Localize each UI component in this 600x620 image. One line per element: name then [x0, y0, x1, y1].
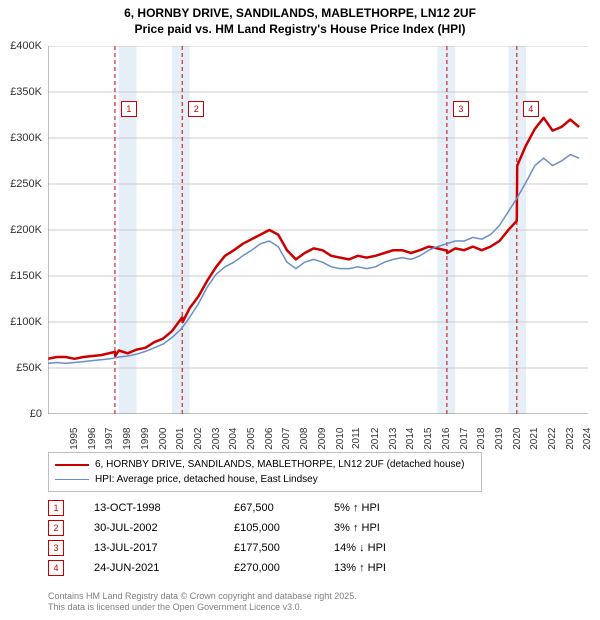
- transaction-price: £270,000: [234, 562, 334, 574]
- y-tick-label: £50K: [16, 362, 42, 374]
- x-tick-label: 2009: [317, 428, 328, 450]
- transaction-date: 30-JUL-2002: [94, 522, 234, 534]
- x-tick-label: 1995: [69, 428, 80, 450]
- x-tick-label: 2019: [494, 428, 505, 450]
- x-tick-label: 2024: [582, 428, 593, 450]
- transaction-marker: 4: [48, 560, 64, 576]
- transaction-pct: 3% ↑ HPI: [334, 522, 424, 534]
- title-line-2: Price paid vs. HM Land Registry's House …: [0, 22, 600, 38]
- transaction-row: 2 30-JUL-2002£105,0003% ↑ HPI: [48, 518, 568, 538]
- transaction-marker: 1: [48, 500, 64, 516]
- transaction-row: 1 13-OCT-1998£67,5005% ↑ HPI: [48, 498, 568, 518]
- y-tick-label: £150K: [10, 270, 42, 282]
- x-tick-label: 2004: [228, 428, 239, 450]
- x-tick-label: 2015: [423, 428, 434, 450]
- footer-line-2: This data is licensed under the Open Gov…: [48, 602, 357, 614]
- legend-item: 6, HORNBY DRIVE, SANDILANDS, MABLETHORPE…: [55, 457, 475, 472]
- footer-line-1: Contains HM Land Registry data © Crown c…: [48, 591, 357, 603]
- x-tick-label: 2021: [529, 428, 540, 450]
- plot-area: 1 2 3 4: [48, 46, 588, 414]
- transaction-price: £67,500: [234, 502, 334, 514]
- transaction-marker: 3: [48, 540, 64, 556]
- transaction-row: 4 24-JUN-2021£270,00013% ↑ HPI: [48, 558, 568, 578]
- y-tick-label: £350K: [10, 86, 42, 98]
- x-tick-label: 2010: [334, 428, 345, 450]
- footer-attribution: Contains HM Land Registry data © Crown c…: [48, 591, 357, 614]
- x-tick-label: 2012: [370, 428, 381, 450]
- chart-container: 6, HORNBY DRIVE, SANDILANDS, MABLETHORPE…: [0, 0, 600, 620]
- transaction-price: £105,000: [234, 522, 334, 534]
- x-tick-label: 2008: [299, 428, 310, 450]
- y-axis: £0£50K£100K£150K£200K£250K£300K£350K£400…: [0, 46, 46, 414]
- x-tick-label: 1996: [86, 428, 97, 450]
- x-tick-label: 2007: [281, 428, 292, 450]
- x-tick-label: 2018: [476, 428, 487, 450]
- chart-marker: 1: [121, 101, 137, 117]
- x-tick-label: 2006: [264, 428, 275, 450]
- transactions-table: 113-OCT-1998£67,5005% ↑ HPI230-JUL-2002£…: [48, 498, 568, 578]
- transaction-row: 3 13-JUL-2017£177,50014% ↓ HPI: [48, 538, 568, 558]
- x-tick-label: 2003: [210, 428, 221, 450]
- x-tick-label: 2000: [157, 428, 168, 450]
- chart-marker: 2: [188, 101, 204, 117]
- y-tick-label: £100K: [10, 316, 42, 328]
- legend: 6, HORNBY DRIVE, SANDILANDS, MABLETHORPE…: [48, 452, 482, 492]
- y-tick-label: £200K: [10, 224, 42, 236]
- y-tick-label: £400K: [10, 40, 42, 52]
- x-tick-label: 1999: [140, 428, 151, 450]
- x-tick-label: 2022: [547, 428, 558, 450]
- y-tick-label: £250K: [10, 178, 42, 190]
- transaction-pct: 13% ↑ HPI: [334, 562, 424, 574]
- x-tick-label: 2016: [441, 428, 452, 450]
- chart-marker: 4: [523, 101, 539, 117]
- transaction-date: 13-JUL-2017: [94, 542, 234, 554]
- transaction-marker: 2: [48, 520, 64, 536]
- x-tick-label: 2005: [246, 428, 257, 450]
- x-tick-label: 1997: [104, 428, 115, 450]
- transaction-pct: 14% ↓ HPI: [334, 542, 424, 554]
- legend-swatch: [55, 479, 89, 480]
- legend-label: HPI: Average price, detached house, East…: [95, 474, 318, 485]
- title-line-1: 6, HORNBY DRIVE, SANDILANDS, MABLETHORPE…: [0, 6, 600, 22]
- x-tick-label: 2011: [351, 428, 362, 450]
- x-axis: 1995 1996 1997 1998 1999 2000 2001 2002 2003 2004…: [48, 416, 588, 448]
- x-tick-label: 2023: [564, 428, 575, 450]
- chart-marker: 3: [453, 101, 469, 117]
- y-tick-label: £300K: [10, 132, 42, 144]
- chart-title: 6, HORNBY DRIVE, SANDILANDS, MABLETHORPE…: [0, 0, 600, 37]
- x-tick-label: 2017: [458, 428, 469, 450]
- transaction-price: £177,500: [234, 542, 334, 554]
- y-tick-label: £0: [30, 408, 42, 420]
- legend-item: HPI: Average price, detached house, East…: [55, 472, 475, 487]
- x-tick-label: 2014: [405, 428, 416, 450]
- transaction-date: 13-OCT-1998: [94, 502, 234, 514]
- x-tick-label: 2002: [193, 428, 204, 450]
- transaction-pct: 5% ↑ HPI: [334, 502, 424, 514]
- x-tick-label: 2013: [387, 428, 398, 450]
- x-tick-label: 2001: [175, 428, 186, 450]
- transaction-date: 24-JUN-2021: [94, 562, 234, 574]
- legend-label: 6, HORNBY DRIVE, SANDILANDS, MABLETHORPE…: [95, 459, 464, 470]
- legend-swatch: [55, 464, 89, 466]
- x-tick-label: 2020: [511, 428, 522, 450]
- x-tick-label: 1998: [122, 428, 133, 450]
